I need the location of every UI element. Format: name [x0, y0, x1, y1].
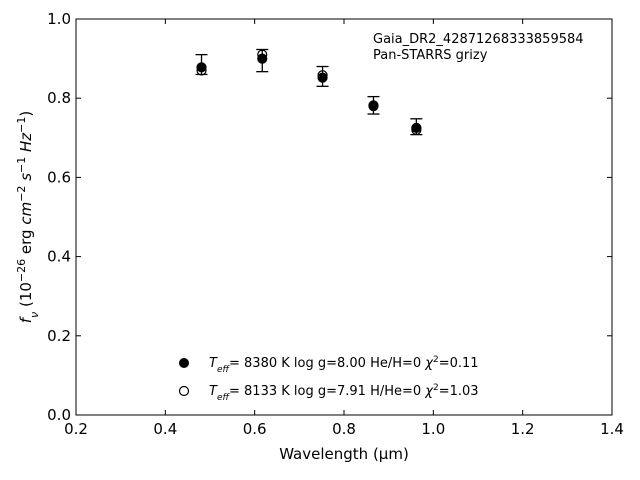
legend-entry-1: Teff= 8380 K log g=8.00 He/H=0 χ2=0.11 [209, 355, 479, 375]
annotation-photometry: Pan-STARRS grizy [373, 48, 488, 63]
y-tick-label: 1.0 [47, 10, 71, 28]
x-axis: 0.2 0.4 0.6 0.8 1.0 1.2 1.4 [64, 19, 624, 438]
x-tick-label: 1.0 [421, 420, 445, 438]
x-tick-label: 0.2 [64, 420, 88, 438]
model-point-open [257, 49, 268, 60]
legend-marker-filled [179, 358, 189, 368]
x-tick-label: 1.4 [600, 420, 624, 438]
x-tick-label: 0.4 [153, 420, 177, 438]
model-point-open [196, 65, 207, 76]
x-tick-label: 0.6 [243, 420, 267, 438]
y-tick-label: 0.2 [47, 327, 71, 345]
x-axis-label: Wavelength (μm) [279, 445, 409, 463]
x-tick-label: 1.2 [511, 420, 535, 438]
annotation-object-id: Gaia_DR2_42871268333859584 [373, 32, 584, 47]
y-tick-label: 0.4 [47, 248, 71, 266]
y-axis: 0.0 0.2 0.4 0.6 0.8 1.0 [47, 10, 612, 424]
legend-entry-2: Teff= 8133 K log g=7.91 H/He=0 χ2=1.03 [209, 383, 479, 403]
legend-marker-open [178, 385, 190, 397]
y-axis-label: fν (10−26 erg cm−2 s−1 Hz−1) [15, 111, 41, 323]
y-tick-label: 0.0 [47, 406, 71, 424]
model-point-filled [196, 62, 207, 73]
y-tick-label: 0.6 [47, 168, 71, 186]
y-tick-label: 0.8 [47, 89, 71, 107]
model-point-open [317, 70, 328, 81]
x-tick-label: 0.8 [332, 420, 356, 438]
model-point-open [411, 124, 422, 135]
model-point-open [368, 101, 379, 112]
data-marks [195, 48, 423, 136]
legend: Teff= 8380 K log g=8.00 He/H=0 χ2=0.11 T… [178, 355, 479, 403]
